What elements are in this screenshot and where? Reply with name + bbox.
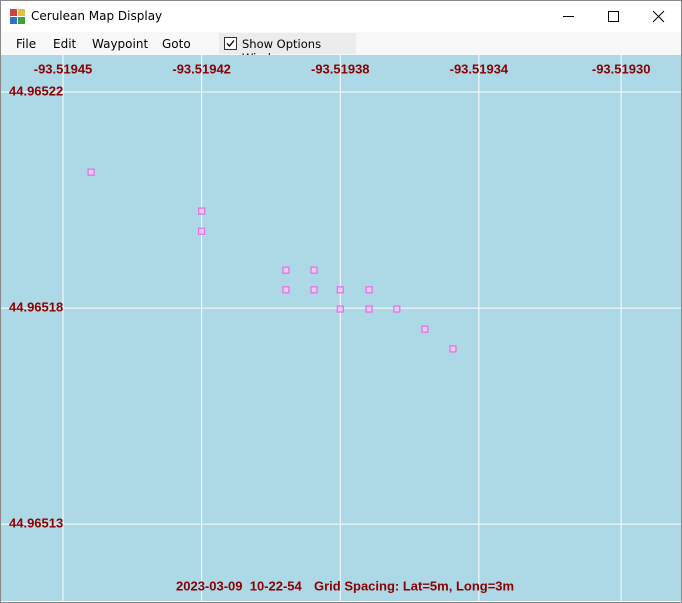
checkbox-box[interactable] bbox=[224, 37, 237, 50]
longitude-label: -93.51945 bbox=[34, 61, 93, 76]
menu-bar: File Edit Waypoint Goto Show Options Win… bbox=[1, 32, 681, 65]
map-background bbox=[1, 55, 681, 601]
waypoint bbox=[336, 305, 344, 313]
grid-spacing: Grid Spacing: Lat=5m, Long=3m bbox=[314, 578, 514, 593]
longitude-label: -93.51938 bbox=[311, 61, 370, 76]
waypoint bbox=[198, 207, 206, 215]
latitude-label: 44.96518 bbox=[9, 300, 63, 315]
waypoint bbox=[310, 286, 318, 294]
longitude-label: -93.51930 bbox=[592, 61, 651, 76]
timestamp: 2023-03-09 10-22-54 bbox=[176, 578, 303, 593]
waypoint bbox=[336, 286, 344, 294]
waypoint bbox=[310, 266, 318, 274]
waypoint bbox=[365, 286, 373, 294]
menu-item[interactable]: File bbox=[16, 37, 37, 51]
app-icon bbox=[10, 9, 25, 24]
waypoint bbox=[449, 345, 457, 353]
longitude-label: -93.51934 bbox=[450, 61, 509, 76]
latitude-label: 44.96513 bbox=[9, 516, 63, 531]
menu-item[interactable]: Edit bbox=[53, 37, 77, 51]
waypoint bbox=[282, 286, 290, 294]
waypoint bbox=[421, 325, 429, 333]
menu-item[interactable]: Goto bbox=[162, 37, 191, 51]
title-bar: Cerulean Map Display bbox=[1, 1, 681, 32]
waypoint bbox=[282, 266, 290, 274]
waypoint bbox=[365, 305, 373, 313]
window-title: Cerulean Map Display bbox=[31, 9, 163, 23]
window-controls[interactable] bbox=[551, 1, 681, 32]
waypoint bbox=[87, 168, 95, 176]
longitude-label: -93.51942 bbox=[172, 61, 231, 76]
check-mark bbox=[226, 40, 235, 47]
menu-item[interactable]: Waypoint bbox=[92, 37, 149, 51]
latitude-label: 44.96522 bbox=[9, 83, 63, 98]
map: -93.51945 -93.51942 -93.51938 -93.51934 -93.… bbox=[1, 55, 681, 601]
waypoint bbox=[393, 305, 401, 313]
waypoint bbox=[198, 227, 206, 235]
checkbox[interactable]: Show Options Window bbox=[219, 33, 356, 65]
